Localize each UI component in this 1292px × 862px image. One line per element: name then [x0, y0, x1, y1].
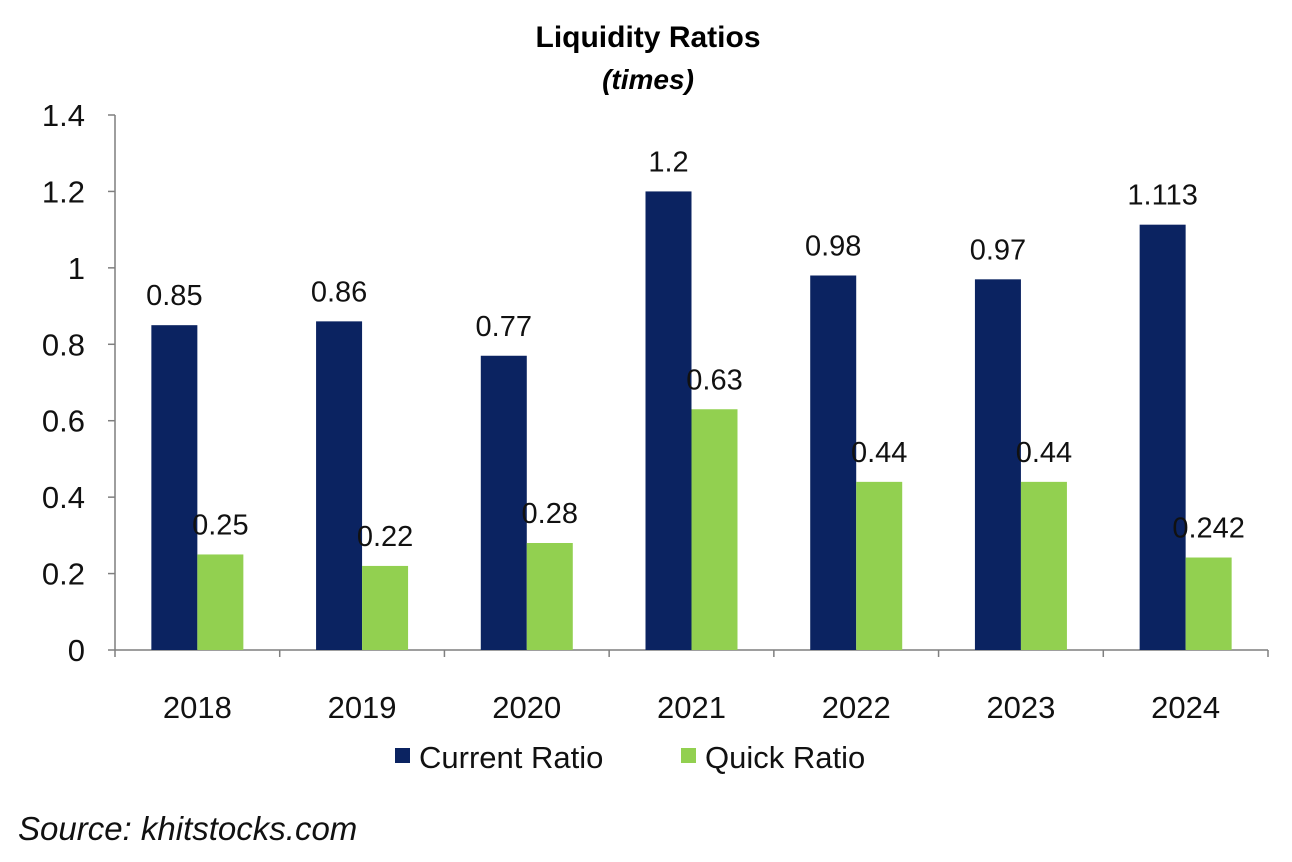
data-label-current-ratio: 1.2 [648, 146, 688, 178]
bar-current-ratio [316, 321, 363, 650]
bar-current-ratio [974, 279, 1021, 650]
data-label-current-ratio: 0.97 [970, 234, 1026, 266]
axes: 0 0.2 0.4 0.6 0.8 1 1.2 1.4 2018 2019 2020 2021 2022… [42, 98, 1269, 725]
legend-current-ratio-label: Current Ratio [419, 740, 603, 775]
bar-quick-ratio [691, 409, 738, 650]
y-tick-label: 0.6 [42, 404, 85, 439]
bar-quick-ratio [197, 554, 244, 650]
bars [151, 191, 1232, 651]
data-label-quick-ratio: 0.242 [1172, 513, 1245, 545]
bar-current-ratio [810, 275, 857, 650]
data-label-quick-ratio: 0.63 [686, 364, 742, 396]
data-label-current-ratio: 0.77 [476, 311, 532, 343]
y-tick-label: 1.4 [42, 98, 85, 133]
source-note: Source: khitstocks.com [18, 810, 358, 847]
bar-quick-ratio [526, 543, 573, 650]
x-tick-label: 2022 [822, 690, 891, 725]
y-tick-label: 0.8 [42, 327, 85, 362]
chart-title: Liquidity Ratios [536, 21, 761, 54]
data-label-quick-ratio: 0.44 [1016, 437, 1072, 469]
data-label-current-ratio: 0.85 [146, 280, 202, 312]
bar-current-ratio [151, 325, 198, 650]
data-labels: 0.85 0.25 0.86 0.22 0.77 0.28 1.2 0.63 0.98 0.44 0… [146, 146, 1245, 553]
data-label-current-ratio: 1.113 [1127, 180, 1197, 212]
x-tick-label: 2020 [492, 690, 561, 725]
y-tick-label: 0.4 [42, 480, 85, 515]
data-label-quick-ratio: 0.22 [357, 521, 413, 553]
bar-quick-ratio [362, 565, 409, 650]
y-tick-label: 0 [68, 633, 85, 668]
y-tick-label: 1.2 [42, 174, 85, 209]
data-label-current-ratio: 0.98 [805, 231, 861, 263]
data-label-quick-ratio: 0.28 [522, 498, 578, 530]
legend-quick-ratio-label: Quick Ratio [705, 740, 865, 775]
bar-quick-ratio [1185, 557, 1232, 650]
y-tick-label: 1 [68, 251, 85, 286]
legend: Current Ratio Quick Ratio [395, 740, 865, 775]
bar-current-ratio [1139, 224, 1186, 651]
data-label-current-ratio: 0.86 [311, 276, 367, 308]
y-tick-label: 0.2 [42, 557, 85, 592]
bar-quick-ratio [856, 481, 903, 650]
bar-quick-ratio [1020, 481, 1067, 650]
x-tick-label: 2024 [1151, 690, 1220, 725]
legend-quick-ratio-swatch [681, 748, 696, 763]
data-label-quick-ratio: 0.44 [851, 437, 907, 469]
legend-current-ratio-swatch [395, 748, 410, 763]
chart-subtitle: (times) [602, 64, 694, 95]
bar-current-ratio [645, 191, 692, 650]
x-tick-label: 2019 [328, 690, 397, 725]
bar-current-ratio [480, 355, 527, 650]
data-label-quick-ratio: 0.25 [192, 509, 248, 541]
x-tick-label: 2018 [163, 690, 232, 725]
x-tick-label: 2023 [986, 690, 1055, 725]
x-tick-label: 2021 [657, 690, 726, 725]
